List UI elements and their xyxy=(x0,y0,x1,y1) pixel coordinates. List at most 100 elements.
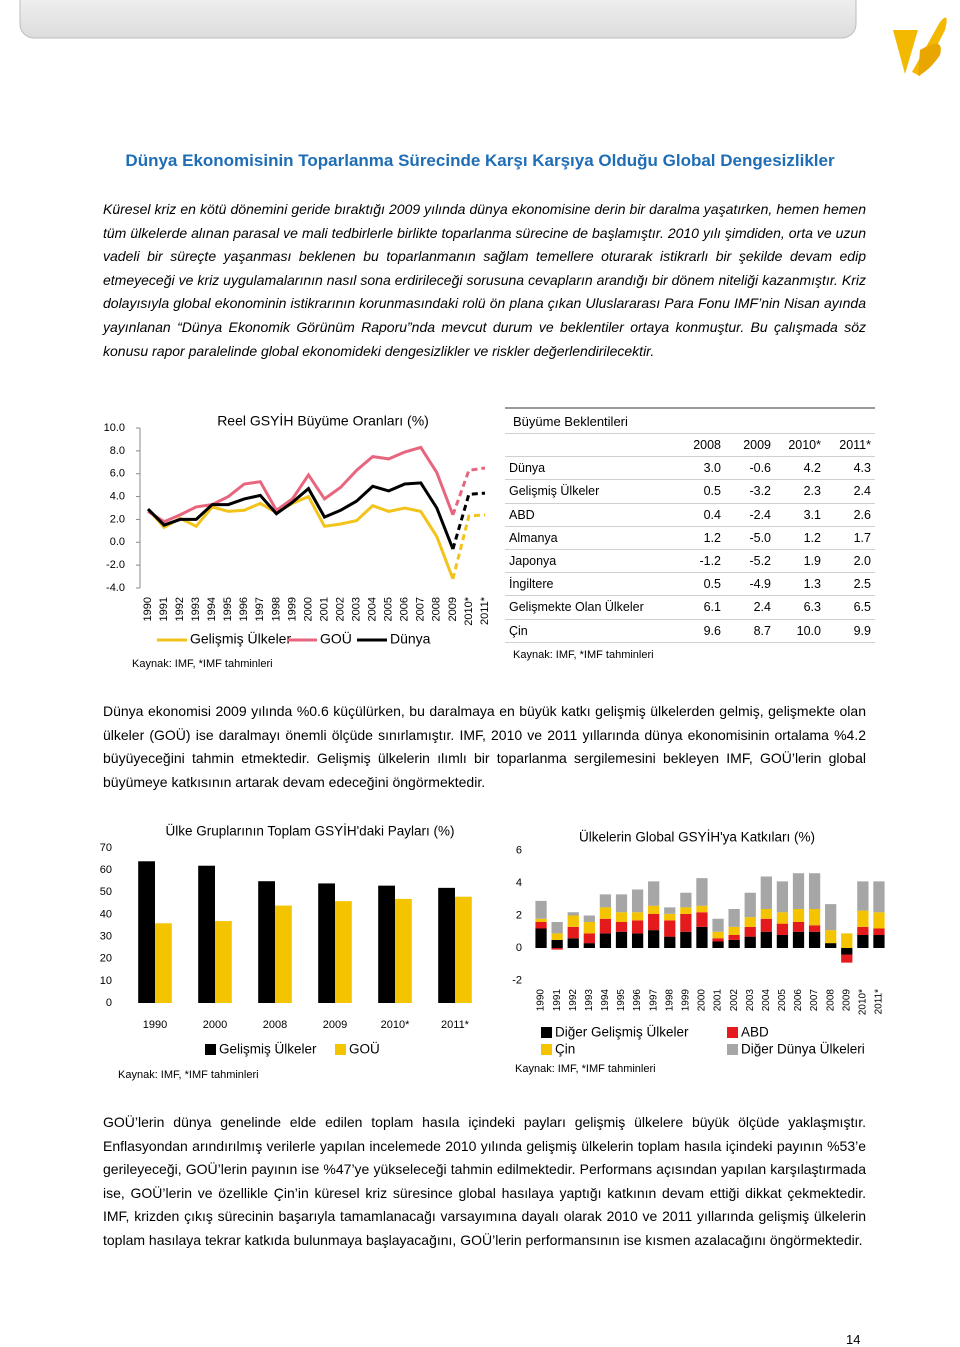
bar-segment xyxy=(776,935,789,948)
growth-line-chart: Reel GSYİH Büyüme Oranları (%) -4.0 -2.0 0.… xyxy=(104,412,491,670)
contribution-bar-chart: Ülkelerin Global GSYİH'ya Katkıları (%) -… xyxy=(512,830,885,1075)
chart-source: Kaynak: IMF, *IMF tahminleri xyxy=(515,1063,656,1075)
y-tick-label: 2.0 xyxy=(110,513,125,525)
table-row: Çin 9.6 8.7 10.0 9.9 xyxy=(505,619,875,643)
chart-title: Ülke Gruplarının Toplam GSYİH'daki Payla… xyxy=(166,824,455,839)
bar-segment xyxy=(808,931,821,948)
table-value: 3.1 xyxy=(775,503,825,527)
bar-segment xyxy=(648,913,660,931)
y-tick-label: 30 xyxy=(100,930,112,942)
x-tick-label: 1998 xyxy=(664,989,675,1012)
x-tick-label: 1994 xyxy=(600,989,611,1012)
bar-segment xyxy=(744,917,756,927)
table-row: ABD 0.4 -2.4 3.1 2.6 xyxy=(505,503,875,527)
x-tick-label: 1994 xyxy=(206,597,218,621)
bar-segment xyxy=(551,933,563,940)
x-tick-label: 1996 xyxy=(238,597,250,621)
x-tick-label: 2001 xyxy=(713,989,724,1012)
bar-segment xyxy=(680,907,692,914)
x-tick-label: 2008 xyxy=(825,989,836,1012)
table-value: 0.4 xyxy=(675,503,725,527)
bar-segment xyxy=(615,922,628,932)
bar-segment xyxy=(744,936,756,948)
bar-segment xyxy=(712,941,724,948)
table-value: 2.4 xyxy=(725,595,775,620)
bar-segment xyxy=(535,918,547,922)
logo xyxy=(893,17,947,76)
x-tick-label: 2009 xyxy=(447,597,459,621)
bar xyxy=(138,861,155,1003)
table-value: 0.5 xyxy=(675,572,725,597)
bar-segment xyxy=(696,912,708,927)
table-value: 3.0 xyxy=(675,456,725,481)
x-tick-label: 2010* xyxy=(858,989,869,1015)
bar-segment xyxy=(583,943,595,948)
table-value: 2.0 xyxy=(825,549,875,574)
bar-segment xyxy=(631,933,644,948)
x-tick-label: 2005 xyxy=(777,989,788,1012)
bar-segment xyxy=(873,935,885,948)
header-bar xyxy=(19,0,857,39)
bar-segment xyxy=(664,907,676,914)
x-tick-label: 2011* xyxy=(441,1019,470,1031)
x-tick-label: 2006 xyxy=(793,989,804,1012)
bar-segment xyxy=(873,928,885,935)
table-title: Büyüme Beklentileri xyxy=(505,407,875,434)
table-corner xyxy=(505,434,675,458)
bar-segment xyxy=(712,938,724,942)
x-tick-label: 1992 xyxy=(174,597,186,621)
bar-segment xyxy=(776,912,789,924)
x-tick-label: 2011* xyxy=(874,989,885,1015)
table-value: 2.3 xyxy=(775,479,825,504)
bar-segment xyxy=(599,918,612,934)
bar-segment xyxy=(567,912,579,916)
bar-segment xyxy=(857,881,869,911)
chart-source: Kaynak: IMF, *IMF tahminleri xyxy=(132,658,273,670)
bar-segment xyxy=(841,948,853,955)
x-tick-label: 2004 xyxy=(367,597,379,621)
bar-segment xyxy=(615,894,628,913)
table-value: 1.7 xyxy=(825,526,875,550)
legend-label: Çin xyxy=(555,1042,575,1057)
table-value: 10.0 xyxy=(775,619,825,643)
x-tick-label: 2006 xyxy=(399,597,411,621)
table-value: 2.4 xyxy=(825,479,875,504)
bar-segment xyxy=(535,928,547,948)
bar-segment xyxy=(776,923,789,935)
growth-table: 2008 2009 2010* 2011* Dünya 3.0 -0.6 4.2 4.3 Geli… xyxy=(505,434,875,643)
y-tick-label: 8.0 xyxy=(110,445,125,457)
table-value: -5.2 xyxy=(725,549,775,574)
y-tick-label: 10.0 xyxy=(104,422,125,434)
bar xyxy=(395,898,412,1003)
bar-segment xyxy=(680,931,692,948)
bar xyxy=(258,881,275,1003)
table-value: 9.6 xyxy=(675,619,725,643)
x-tick-label: 1999 xyxy=(286,597,298,621)
bar xyxy=(455,896,472,1003)
bar-segment xyxy=(567,915,579,927)
y-tick-label: 60 xyxy=(100,864,112,876)
bar-segment xyxy=(583,922,595,934)
bar-segment xyxy=(808,873,821,909)
y-tick-label: 0.0 xyxy=(110,536,125,548)
x-tick-label: 2007 xyxy=(809,989,820,1012)
y-tick-label: 0 xyxy=(516,942,522,954)
bar-segment xyxy=(631,889,644,913)
chart-title: Reel GSYİH Büyüme Oranları (%) xyxy=(217,412,429,429)
x-tick-label: 2005 xyxy=(383,597,395,621)
bar-segment xyxy=(599,907,612,919)
bar-segment xyxy=(825,930,837,944)
chart-source: Kaynak: IMF, *IMF tahminleri xyxy=(118,1069,259,1081)
bar-segment xyxy=(696,905,708,913)
x-tick-label: 1997 xyxy=(254,597,266,621)
table-value: -0.6 xyxy=(725,456,775,481)
bar-segment xyxy=(696,926,708,948)
bar-segment xyxy=(664,913,676,921)
bar-segment xyxy=(631,920,644,934)
table-value: 1.2 xyxy=(675,526,725,550)
x-tick-label: 2000 xyxy=(203,1019,227,1031)
bar-segment xyxy=(760,909,772,919)
paragraph: Küresel kriz en kötü dönemini geride bır… xyxy=(103,201,866,359)
bar-segment xyxy=(583,933,595,944)
legend-label: Gelişmiş Ülkeler xyxy=(190,630,291,647)
